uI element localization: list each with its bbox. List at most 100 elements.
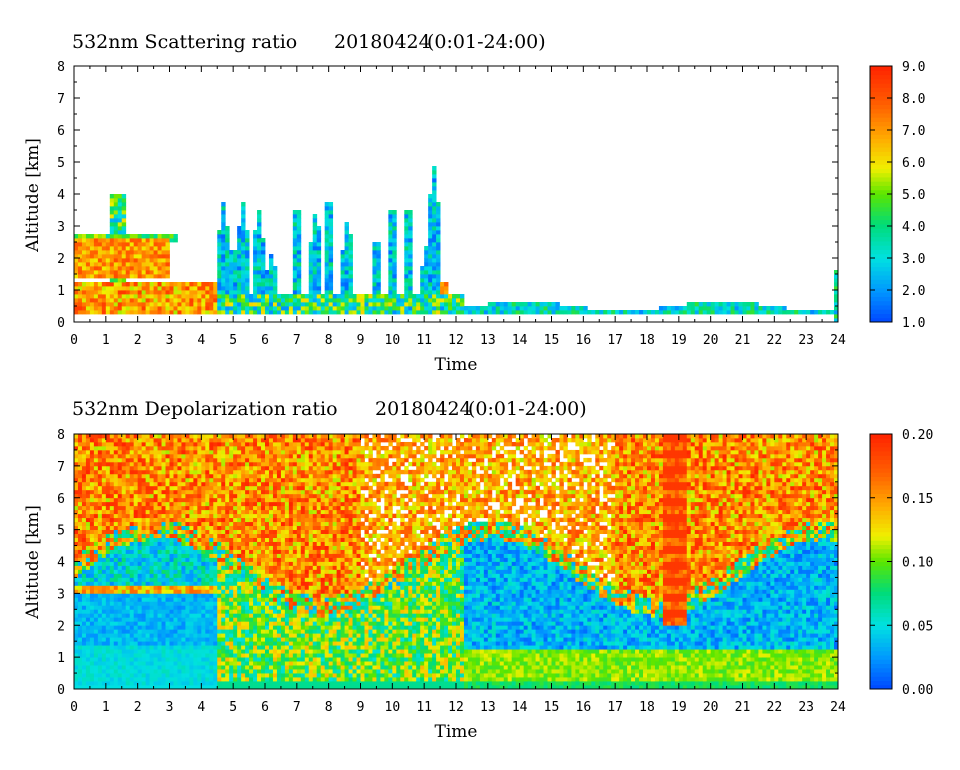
- colorbar-swatch: [870, 130, 892, 135]
- heatmap-cell: [93, 569, 99, 574]
- heatmap-cell: [173, 234, 178, 239]
- heatmap-cell: [189, 286, 194, 291]
- heatmap-cell: [117, 434, 123, 439]
- heatmap-cell: [229, 505, 234, 511]
- heatmap-cell: [113, 577, 119, 582]
- heatmap-cell: [249, 641, 254, 646]
- heatmap-cell: [249, 485, 254, 491]
- colorbar-swatch: [870, 236, 892, 242]
- heatmap-cell: [475, 306, 481, 311]
- heatmap-cell: [85, 633, 91, 638]
- heatmap-cell: [149, 234, 154, 239]
- heatmap-cell: [81, 441, 87, 447]
- heatmap-cell: [117, 302, 123, 307]
- heatmap-cell: [213, 445, 218, 451]
- heatmap-cell: [225, 673, 230, 678]
- heatmap-cell: [113, 653, 119, 658]
- heatmap-cell: [308, 274, 314, 279]
- heatmap-cell: [93, 681, 99, 686]
- heatmap-cell: [519, 310, 525, 315]
- heatmap-cell: [197, 501, 202, 507]
- heatmap-cell: [145, 605, 151, 610]
- colorbar-swatch: [870, 215, 892, 221]
- heatmap-cell: [169, 445, 174, 451]
- heatmap-cell: [408, 238, 413, 243]
- heatmap-cell: [117, 581, 123, 586]
- heatmap-cell: [177, 533, 182, 538]
- heatmap-cell: [257, 661, 262, 666]
- heatmap-cell: [221, 214, 226, 219]
- heatmap-cell: [388, 306, 393, 311]
- heatmap-cell: [245, 258, 250, 263]
- heatmap-cell: [137, 605, 143, 610]
- heatmap-cell: [257, 469, 262, 475]
- heatmap-cell: [101, 629, 107, 634]
- heatmap-cell: [169, 294, 174, 299]
- heatmap-cell: [420, 278, 425, 283]
- heatmap-cell: [515, 310, 521, 315]
- colorbar-swatch: [870, 206, 892, 212]
- heatmap-cell: [209, 294, 214, 299]
- heatmap-cell: [245, 533, 250, 538]
- heatmap-cell: [193, 465, 198, 471]
- heatmap-cell: [129, 605, 135, 610]
- heatmap-cell: [201, 521, 206, 527]
- heatmap-cell: [459, 294, 465, 299]
- heatmap-cell: [511, 310, 517, 315]
- heatmap-cell: [169, 577, 174, 582]
- heatmap-cell: [81, 673, 87, 678]
- heatmap-cell: [177, 629, 182, 634]
- heatmap-cell: [165, 553, 170, 558]
- heatmap-cell: [694, 310, 700, 315]
- heatmap-cell: [221, 541, 226, 546]
- heatmap-cell: [213, 282, 218, 287]
- heatmap-cell: [81, 641, 87, 646]
- heatmap-cell: [74, 282, 79, 287]
- heatmap-cell: [109, 533, 115, 538]
- heatmap-cell: [81, 669, 87, 674]
- heatmap-cell: [161, 529, 166, 535]
- heatmap-cell: [372, 250, 377, 255]
- heatmap-cell: [193, 553, 198, 558]
- heatmap-cell: [121, 557, 127, 562]
- heatmap-cell: [189, 605, 194, 610]
- heatmap-cell: [157, 601, 162, 606]
- heatmap-cell: [133, 533, 139, 538]
- heatmap-cell: [567, 310, 572, 315]
- heatmap-cell: [153, 637, 158, 642]
- heatmap-cell: [81, 286, 87, 291]
- heatmap-cell: [74, 250, 79, 255]
- heatmap-cell: [77, 565, 83, 570]
- heatmap-cell: [85, 605, 91, 610]
- heatmap-cell: [209, 665, 214, 670]
- heatmap-cell: [89, 601, 95, 606]
- heatmap-cell: [117, 541, 123, 546]
- heatmap-cell: [137, 477, 143, 483]
- heatmap-cell: [121, 258, 127, 263]
- heatmap-cell: [312, 250, 318, 255]
- heatmap-cell: [201, 294, 206, 299]
- heatmap-cell: [241, 449, 246, 455]
- heatmap-cell: [424, 262, 429, 267]
- heatmap-cell: [563, 306, 568, 311]
- heatmap-cell: [109, 529, 115, 535]
- heatmap-cell: [229, 485, 234, 491]
- heatmap-cell: [344, 306, 349, 311]
- heatmap-cell: [149, 238, 154, 243]
- heatmap-cell: [157, 437, 162, 443]
- heatmap-cell: [794, 310, 799, 315]
- heatmap-cell: [233, 461, 238, 467]
- colorbar-swatch: [870, 159, 892, 165]
- heatmap-cell: [121, 577, 127, 582]
- heatmap-cell: [97, 653, 103, 658]
- heatmap-cell: [169, 617, 174, 622]
- heatmap-cell: [89, 505, 95, 511]
- heatmap-cell: [332, 306, 338, 311]
- heatmap-cell: [173, 657, 178, 662]
- heatmap-cell: [121, 553, 127, 558]
- heatmap-cell: [117, 461, 123, 467]
- heatmap-cell: [85, 593, 91, 598]
- heatmap-cell: [161, 477, 166, 483]
- heatmap-cell: [161, 266, 166, 271]
- heatmap-cell: [97, 685, 103, 690]
